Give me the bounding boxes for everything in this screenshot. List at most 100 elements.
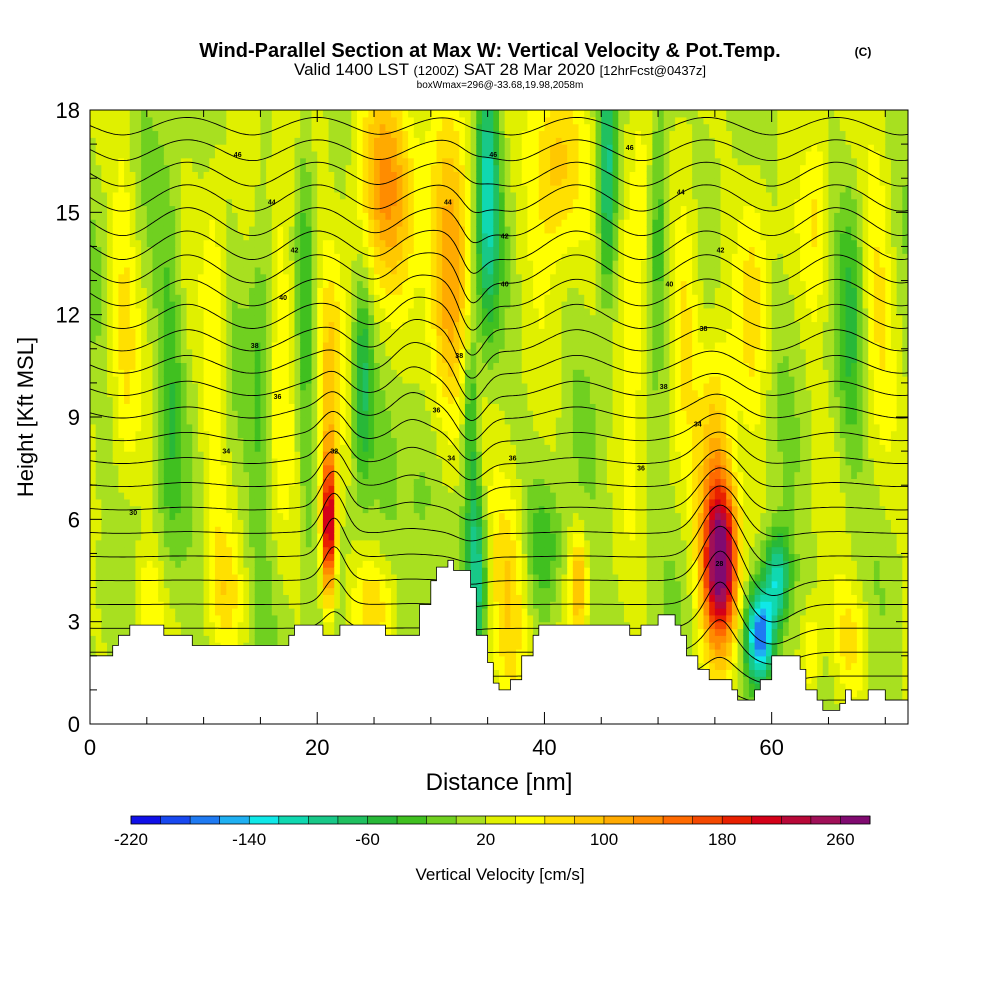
velocity-cell (396, 335, 404, 343)
velocity-cell (266, 492, 273, 500)
velocity-cell (249, 328, 256, 336)
velocity-cell (249, 614, 256, 623)
velocity-cell (243, 164, 250, 172)
velocity-cell (368, 137, 375, 145)
velocity-cell (197, 321, 205, 329)
velocity-cell (158, 294, 165, 302)
velocity-cell (249, 587, 256, 595)
velocity-cell (129, 587, 137, 595)
velocity-cell (158, 212, 165, 220)
velocity-cell (260, 144, 267, 152)
velocity-cell (180, 519, 188, 527)
velocity-cell (311, 110, 318, 111)
velocity-cell (271, 225, 279, 234)
velocity-cell (226, 451, 233, 459)
velocity-cell (175, 376, 182, 384)
velocity-cell (322, 451, 330, 459)
velocity-cell (288, 498, 296, 507)
velocity-cell (220, 601, 227, 609)
velocity-cell (118, 280, 125, 288)
velocity-cell (220, 355, 227, 364)
velocity-cell (146, 519, 154, 527)
velocity-cell (283, 587, 290, 595)
velocity-cell (277, 355, 284, 364)
velocity-cell (277, 505, 284, 514)
velocity-cell (203, 150, 210, 159)
velocity-cell (175, 110, 182, 118)
velocity-cell (135, 614, 142, 623)
velocity-cell (277, 437, 284, 445)
velocity-cell (180, 389, 188, 398)
velocity-cell (288, 225, 296, 234)
velocity-cell (243, 485, 250, 493)
velocity-cell (271, 198, 279, 207)
velocity-cell (112, 225, 119, 234)
velocity-cell (197, 505, 205, 514)
velocity-cell (220, 594, 227, 602)
velocity-cell (356, 532, 364, 541)
velocity-cell (192, 239, 199, 248)
velocity-cell (362, 492, 369, 500)
velocity-cell (163, 144, 171, 152)
velocity-cell (317, 492, 324, 500)
velocity-cell (203, 253, 210, 261)
velocity-cell (379, 212, 386, 220)
velocity-cell (305, 369, 313, 377)
velocity-cell (317, 307, 324, 316)
velocity-cell (391, 567, 398, 575)
velocity-cell (311, 280, 318, 288)
velocity-cell (362, 225, 369, 234)
velocity-cell (254, 314, 262, 323)
velocity-cell (220, 307, 227, 316)
velocity-cell (339, 301, 347, 309)
velocity-cell (124, 621, 131, 630)
velocity-cell (288, 321, 296, 329)
velocity-cell (95, 601, 102, 609)
velocity-cell (175, 594, 182, 602)
velocity-cell (305, 355, 313, 364)
velocity-cell (356, 512, 364, 520)
velocity-cell (141, 225, 148, 234)
velocity-cell (129, 573, 137, 582)
velocity-cell (214, 191, 222, 200)
velocity-cell (385, 560, 392, 568)
velocity-cell (266, 608, 273, 616)
velocity-cell (396, 546, 404, 555)
velocity-cell (271, 137, 279, 145)
velocity-cell (345, 185, 352, 193)
velocity-cell (158, 601, 165, 609)
velocity-cell (90, 532, 97, 541)
velocity-cell (294, 137, 301, 145)
velocity-cell (379, 164, 386, 172)
velocity-cell (339, 498, 347, 507)
velocity-cell (192, 273, 199, 282)
velocity-cell (135, 403, 142, 411)
velocity-cell (220, 314, 227, 323)
velocity-cell (118, 382, 125, 391)
velocity-cell (288, 232, 296, 241)
velocity-cell (254, 144, 262, 152)
velocity-cell (124, 417, 131, 425)
velocity-cell (243, 573, 250, 582)
velocity-cell (271, 621, 279, 630)
velocity-cell (95, 423, 102, 432)
velocity-cell (374, 560, 381, 568)
velocity-cell (175, 587, 182, 595)
velocity-cell (334, 471, 341, 479)
velocity-cell (288, 451, 296, 459)
velocity-cell (334, 594, 341, 602)
velocity-cell (322, 110, 330, 111)
velocity-cell (391, 355, 398, 364)
velocity-cell (112, 266, 119, 275)
velocity-cell (209, 573, 216, 582)
velocity-cell (362, 505, 369, 514)
velocity-cell (317, 239, 324, 248)
velocity-cell (396, 430, 404, 439)
velocity-cell (141, 369, 148, 377)
velocity-cell (277, 260, 284, 268)
velocity-cell (95, 614, 102, 623)
velocity-cell (396, 314, 404, 323)
velocity-cell (385, 164, 392, 172)
velocity-cell (237, 519, 244, 527)
velocity-cell (379, 512, 386, 520)
